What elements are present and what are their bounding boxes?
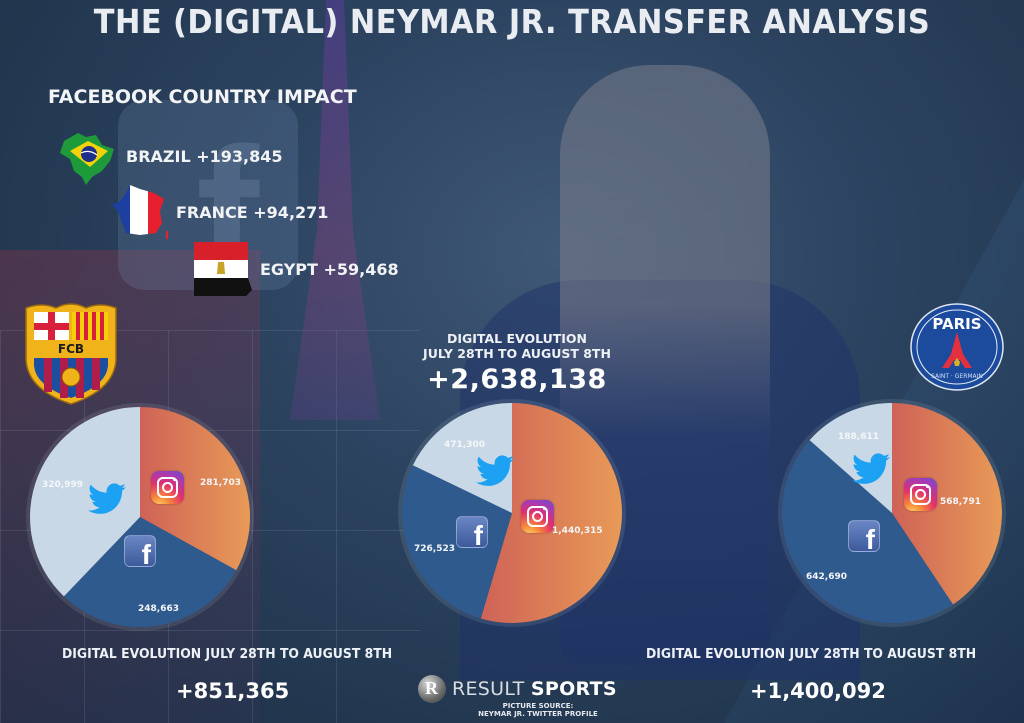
country-france: FRANCE +94,271 <box>110 183 328 241</box>
brand-name-bold: SPORTS <box>530 678 617 700</box>
center-heading-line1: DIGITAL EVOLUTION <box>446 331 588 346</box>
egypt-impact-label: EGYPT +59,468 <box>260 259 399 279</box>
psg-facebook-value: 642,690 <box>806 572 847 582</box>
pie-chart-neymar: f 1,440,315 726,523 471,300 <box>398 399 626 627</box>
facebook-country-impact-heading: FACEBOOK COUNTRY IMPACT <box>48 86 357 108</box>
pie-slice-twitter <box>809 403 892 513</box>
pie-slice-twitter <box>30 407 140 597</box>
brand-name: RESULT SPORTS <box>452 678 617 700</box>
brazil-impact-label: BRAZIL +193,845 <box>126 146 283 166</box>
france-map-flag-icon <box>112 185 168 239</box>
pie-slice-facebook <box>63 517 237 627</box>
page-title: THE (DIGITAL) NEYMAR JR. TRANSFER ANALYS… <box>93 2 931 41</box>
pie-slice-instagram <box>140 407 251 571</box>
neymar-facebook-value: 726,523 <box>414 544 455 554</box>
instagram-icon <box>904 478 937 511</box>
center-heading-line2: JULY 28TH TO AUGUST 8TH <box>423 346 611 361</box>
egypt-map-flag-icon <box>194 242 252 296</box>
psg-instagram-value: 568,791 <box>940 497 981 507</box>
picture-source: PICTURE SOURCE: NEYMAR JR. TWITTER PROFI… <box>438 702 638 718</box>
pie-slice-instagram <box>892 403 1002 605</box>
country-brazil: BRAZIL +193,845 <box>56 127 283 185</box>
barcelona-instagram-value: 281,703 <box>200 478 241 488</box>
barcelona-total-value: +851,365 <box>176 679 290 703</box>
picture-source-line1: PICTURE SOURCE: <box>502 702 574 710</box>
neymar-instagram-value: 1,440,315 <box>552 526 603 536</box>
fc-barcelona-crest-icon: FCB <box>25 303 117 405</box>
brand-name-light: RESULT <box>452 678 531 700</box>
facebook-icon: f <box>848 520 880 552</box>
barcelona-caption: DIGITAL EVOLUTION JULY 28TH TO AUGUST 8T… <box>62 646 393 662</box>
center-digital-evolution-heading: DIGITAL EVOLUTION JULY 28TH TO AUGUST 8T… <box>392 331 642 361</box>
facebook-icon: f <box>124 535 156 567</box>
result-sports-brand: R RESULT SPORTS PICTURE SOURCE: NEYMAR J… <box>418 673 618 723</box>
pie-chart-barcelona: f 281,703 248,663 320,999 <box>26 403 254 631</box>
instagram-icon <box>151 471 184 504</box>
twitter-icon <box>88 483 126 514</box>
barcelona-twitter-value: 320,999 <box>42 480 83 490</box>
france-impact-label: FRANCE +94,271 <box>176 202 329 222</box>
center-total-value: +2,638,138 <box>427 364 607 395</box>
result-sports-logo-icon: R <box>418 675 446 703</box>
psg-caption: DIGITAL EVOLUTION JULY 28TH TO AUGUST 8T… <box>646 646 977 662</box>
brazil-map-flag-icon <box>60 133 114 185</box>
country-egypt: EGYPT +59,468 <box>192 240 399 298</box>
psg-total-value: +1,400,092 <box>750 679 886 703</box>
neymar-twitter-value: 471,300 <box>444 440 485 450</box>
psg-twitter-value: 188,611 <box>838 432 879 442</box>
svg-text:FCB: FCB <box>58 342 84 356</box>
svg-text:SAINT · GERMAIN: SAINT · GERMAIN <box>931 373 983 380</box>
barcelona-facebook-value: 248,663 <box>138 604 179 614</box>
pie-chart-psg: f 568,791 642,690 188,611 <box>778 399 1006 627</box>
twitter-icon <box>852 453 890 484</box>
instagram-icon <box>521 500 554 533</box>
facebook-icon: f <box>456 516 488 548</box>
svg-text:PARIS: PARIS <box>932 315 981 333</box>
twitter-icon <box>476 455 514 486</box>
psg-crest-icon: PARIS SAINT · GERMAIN <box>910 303 1004 391</box>
picture-source-line2: NEYMAR JR. TWITTER PROFILE <box>478 710 598 718</box>
